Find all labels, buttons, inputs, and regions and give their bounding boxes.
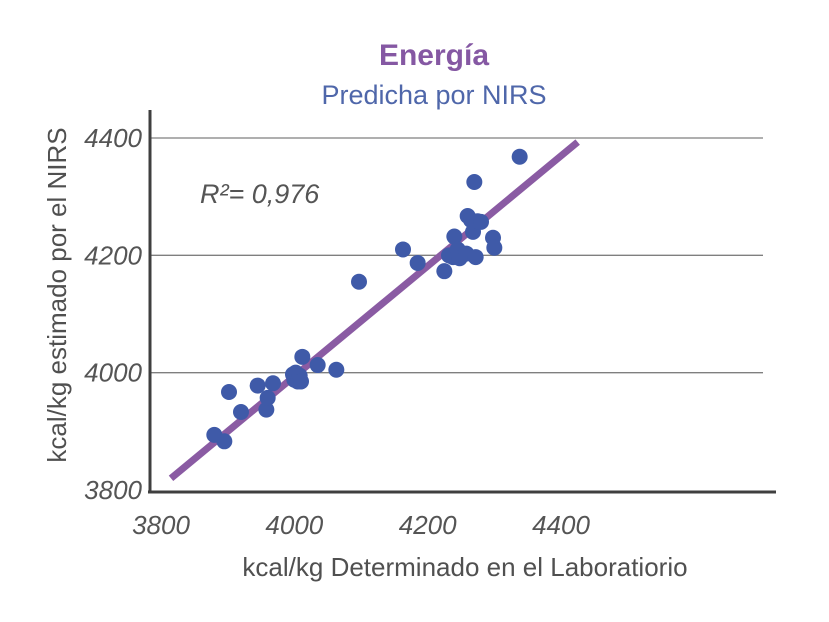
y-tick-labels: 3800 4000 4200 4400 xyxy=(84,123,142,505)
y-tick-label: 4000 xyxy=(84,358,142,388)
data-point xyxy=(446,228,463,245)
data-point xyxy=(486,239,503,256)
data-point xyxy=(294,348,311,365)
y-tick-label: 4200 xyxy=(84,240,142,270)
data-point xyxy=(233,403,249,420)
data-point xyxy=(258,401,275,418)
data-point xyxy=(249,377,266,394)
y-axis-label: kcal/kg estimado por el NIRS xyxy=(42,127,72,462)
chart-subtitle: Predicha por NIRS xyxy=(321,80,546,110)
data-point xyxy=(293,373,309,390)
x-tick-label: 4000 xyxy=(265,510,323,540)
y-tick-label: 4400 xyxy=(84,123,142,153)
data-point xyxy=(351,273,367,290)
x-tick-label: 4400 xyxy=(532,510,590,540)
x-axis-label: kcal/kg Determinado en el Laboratiorio xyxy=(242,552,687,582)
data-point xyxy=(436,263,453,280)
data-point xyxy=(259,389,276,406)
data-point xyxy=(467,249,484,266)
data-point xyxy=(309,357,326,374)
regression-line xyxy=(168,139,580,481)
r-squared-annotation: R²= 0,976 xyxy=(200,179,320,209)
data-point xyxy=(265,375,281,392)
chart-title: Energía xyxy=(379,39,489,72)
data-point xyxy=(216,433,233,450)
x-tick-label: 4200 xyxy=(399,510,457,540)
data-point xyxy=(328,361,345,378)
data-point xyxy=(395,241,411,258)
data-point xyxy=(473,213,489,230)
data-point xyxy=(466,174,483,190)
data-point xyxy=(221,384,237,401)
y-tick-label: 3800 xyxy=(84,475,142,505)
axes xyxy=(148,110,776,494)
data-point xyxy=(511,148,528,165)
x-tick-label: 3800 xyxy=(132,510,190,540)
data-points xyxy=(206,148,528,450)
data-point xyxy=(409,254,426,271)
x-tick-labels: 3800 4000 4200 4400 xyxy=(132,510,590,540)
